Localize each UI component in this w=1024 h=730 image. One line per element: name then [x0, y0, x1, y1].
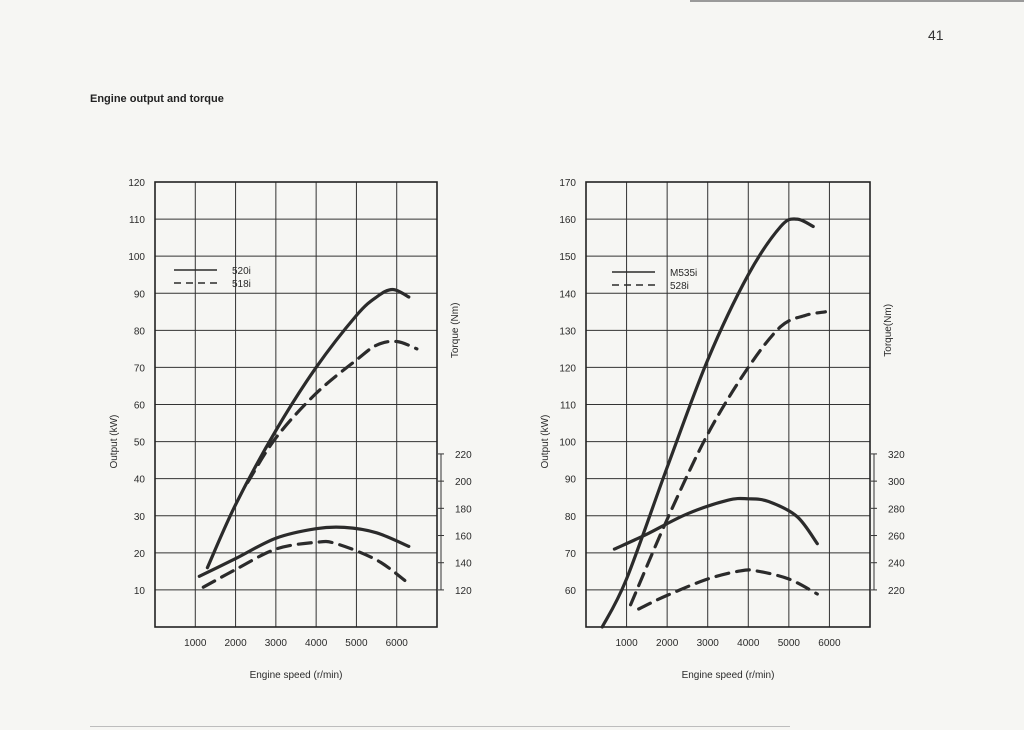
y-tick-label: 160 — [559, 215, 576, 226]
x-axis-label: Engine speed (r/min) — [682, 670, 775, 681]
top-rule — [690, 0, 1024, 2]
y-tick-label: 110 — [560, 401, 576, 412]
y-tick-label: 100 — [128, 252, 145, 263]
y-tick-label: 110 — [129, 215, 145, 226]
legend-label: 520i — [232, 266, 251, 277]
y-tick-label: 150 — [559, 252, 576, 263]
y2-tick-label: 160 — [455, 532, 472, 543]
y2-tick-label: 300 — [888, 477, 905, 488]
y-tick-label: 100 — [559, 438, 576, 449]
y-tick-label: 70 — [134, 363, 146, 374]
y2-tick-label: 120 — [455, 586, 472, 597]
legend-label: M535i — [670, 268, 697, 279]
series-line-m535i-output — [600, 217, 815, 629]
y-tick-label: 60 — [565, 586, 577, 597]
y2-axis-label: Torque (Nm) — [450, 303, 461, 359]
y-tick-label: 30 — [134, 512, 146, 523]
y-tick-label: 60 — [134, 401, 146, 412]
y-tick-label: 10 — [134, 586, 146, 597]
series-line-520i-output — [205, 287, 411, 570]
plot-frame — [154, 181, 438, 628]
x-tick-label: 3000 — [697, 638, 720, 649]
legend-label: 518i — [232, 279, 251, 290]
y2-tick-label: 320 — [888, 450, 905, 461]
y2-tick-label: 280 — [888, 504, 905, 515]
y-tick-label: 80 — [134, 326, 146, 337]
y2-tick-label: 220 — [455, 450, 472, 461]
y-tick-label: 40 — [134, 475, 146, 486]
y2-tick-label: 260 — [888, 532, 905, 543]
chart-left: 10 20 30 40 50 60 70 80 90 100 110 120 1000 2000 3000 4… — [109, 178, 472, 681]
bottom-rule — [90, 726, 790, 727]
x-tick-label: 5000 — [345, 638, 368, 649]
y-axis-label: Output (kW) — [109, 415, 120, 469]
x-tick-label: 2000 — [224, 638, 247, 649]
y-tick-label: 70 — [565, 549, 577, 560]
series-line-518i-output — [246, 339, 419, 484]
x-tick-label: 4000 — [737, 638, 760, 649]
y-tick-label: 90 — [134, 289, 146, 300]
x-tick-label: 5000 — [778, 638, 801, 649]
series-line-528i-output — [629, 310, 827, 607]
series-line-m535i-torque — [612, 496, 819, 551]
y2-tick-label: 180 — [455, 504, 472, 515]
x-tick-label: 4000 — [305, 638, 328, 649]
y2-tick-label: 220 — [888, 586, 905, 597]
y-tick-label: 50 — [134, 438, 146, 449]
chart-right: 60 70 80 90 100 110 120 130 140 150 160 170 1000 2000… — [540, 178, 905, 681]
legend-label: 528i — [670, 281, 689, 292]
x-tick-label: 1000 — [615, 638, 638, 649]
x-axis-label: Engine speed (r/min) — [250, 670, 343, 681]
y2-tick-label: 140 — [455, 559, 472, 570]
x-tick-label: 2000 — [656, 638, 679, 649]
x-tick-label: 6000 — [818, 638, 841, 649]
y2-tick-label: 240 — [888, 559, 905, 570]
y-tick-label: 130 — [559, 326, 576, 337]
y-tick-label: 120 — [128, 178, 145, 189]
y-tick-label: 90 — [565, 475, 577, 486]
y-tick-label: 140 — [559, 289, 576, 300]
y-axis-label: Output (kW) — [540, 415, 551, 469]
y2-axis-label: Torque(Nm) — [883, 304, 894, 357]
plot-frame — [585, 181, 871, 628]
y-tick-label: 20 — [134, 549, 146, 560]
series-line-528i-torque — [637, 568, 819, 611]
page-title: Engine output and torque — [90, 93, 224, 105]
y2-tick-label: 200 — [455, 477, 472, 488]
series-line-518i-torque — [201, 539, 407, 589]
series-line-520i-torque — [197, 525, 411, 578]
y-tick-label: 170 — [559, 178, 576, 189]
y-tick-label: 80 — [565, 512, 577, 523]
x-tick-label: 3000 — [265, 638, 288, 649]
x-tick-label: 1000 — [184, 638, 207, 649]
page-number: 41 — [928, 27, 944, 43]
y-tick-label: 120 — [559, 363, 576, 374]
x-tick-label: 6000 — [386, 638, 409, 649]
